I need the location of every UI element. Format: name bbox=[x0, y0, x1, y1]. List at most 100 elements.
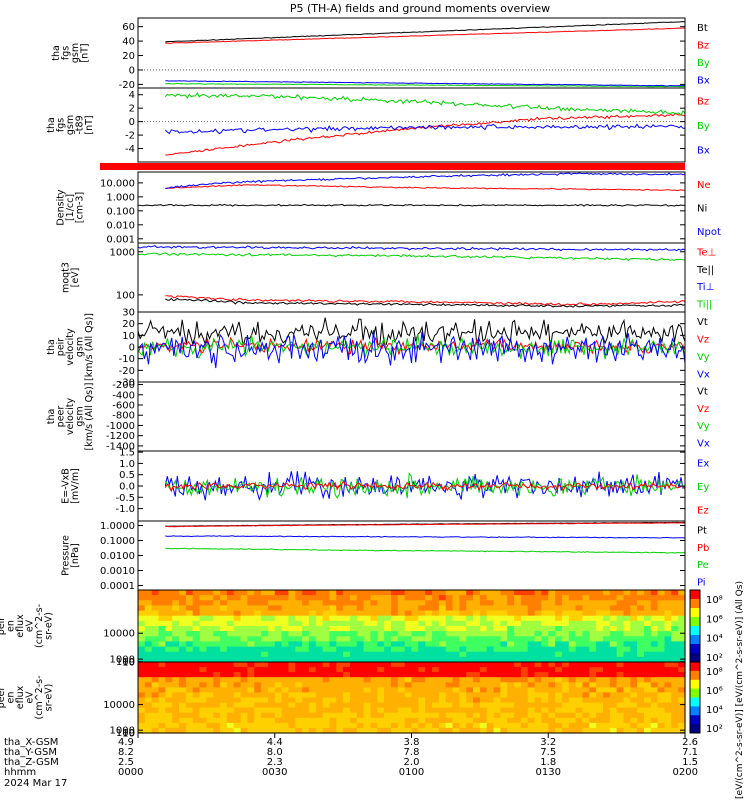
spectrogram-cell bbox=[288, 610, 296, 617]
spectrogram-cell bbox=[370, 590, 378, 596]
spectrogram-cell bbox=[432, 636, 440, 642]
spectrogram-cell bbox=[425, 687, 433, 694]
spectrogram-cell bbox=[473, 646, 481, 653]
spectrogram-cell bbox=[650, 672, 659, 678]
spectrogram-cell bbox=[630, 641, 638, 648]
spectrogram-cell bbox=[561, 590, 570, 596]
spectrogram-cell bbox=[473, 605, 481, 612]
spectrogram-cell bbox=[254, 687, 262, 694]
spectrogram-cell bbox=[151, 610, 160, 617]
y-axis-label-line: fgs bbox=[56, 118, 67, 132]
spectrogram-cell bbox=[623, 717, 631, 724]
spectrogram-cell bbox=[206, 712, 214, 719]
spectrogram-cell bbox=[138, 656, 146, 663]
y-axis-label-line: Density bbox=[56, 189, 67, 225]
spectrogram-cell bbox=[432, 595, 440, 601]
spectrogram-cell bbox=[322, 646, 330, 653]
spectrogram-cell bbox=[438, 707, 447, 714]
spectrogram-cell bbox=[452, 707, 460, 714]
spectrogram-cell bbox=[261, 662, 269, 668]
spectrogram-cell bbox=[288, 707, 296, 714]
y-tick-label: 2 bbox=[129, 104, 135, 115]
spectrogram-cell bbox=[678, 631, 686, 637]
spectrogram-cell bbox=[479, 707, 488, 714]
spectrogram-cell bbox=[302, 651, 310, 658]
spectrogram-cell bbox=[473, 722, 481, 729]
spectrogram-cell bbox=[247, 677, 255, 683]
spectrogram-cell bbox=[657, 626, 665, 632]
spectrogram-cell bbox=[384, 667, 392, 673]
spectrogram-cell bbox=[329, 677, 337, 683]
spectrogram-cell bbox=[240, 590, 248, 596]
spectrogram-cell bbox=[247, 651, 255, 658]
spectrogram-cell bbox=[541, 717, 549, 724]
spectrogram-cell bbox=[397, 605, 406, 612]
y-tick-label: 0 bbox=[129, 343, 135, 354]
spectrogram-cell bbox=[650, 682, 659, 688]
spectrogram-cell bbox=[623, 600, 631, 606]
spectrogram-cell bbox=[267, 697, 276, 704]
spectrogram-cell bbox=[486, 707, 495, 714]
y-axis-label-line: peer bbox=[0, 687, 7, 709]
spectrogram-cell bbox=[370, 687, 378, 694]
spectrogram-cell bbox=[596, 595, 604, 601]
spectrogram-cell bbox=[548, 722, 556, 729]
spectrogram-cell bbox=[240, 656, 248, 663]
spectrogram-cell bbox=[254, 662, 262, 668]
spectrogram-cell bbox=[650, 615, 659, 622]
spectrogram-cell bbox=[561, 636, 570, 642]
spectrogram-cell bbox=[466, 610, 474, 617]
spectrogram-cell bbox=[541, 631, 549, 637]
spectrogram-cell bbox=[534, 631, 542, 637]
spectrogram-cell bbox=[459, 682, 467, 688]
spectrogram-cell bbox=[411, 590, 419, 596]
spectrogram-cell bbox=[425, 717, 433, 724]
spectrogram-cell bbox=[534, 600, 542, 606]
spectrogram-cell bbox=[432, 687, 440, 694]
spectrogram-cell bbox=[199, 626, 207, 632]
spectrogram-cell bbox=[438, 697, 447, 704]
spectrogram-cell bbox=[438, 590, 447, 596]
spectrogram-cell bbox=[226, 677, 235, 683]
spectrogram-cell bbox=[432, 672, 440, 678]
spectrogram-cell bbox=[657, 692, 665, 699]
spectrogram-cell bbox=[411, 626, 419, 632]
spectrogram-cell bbox=[138, 626, 146, 632]
spectrogram-cell bbox=[589, 610, 597, 617]
spectrogram-cell bbox=[185, 595, 194, 601]
spectrogram-cell bbox=[452, 662, 460, 668]
x-row-value: 7.8 bbox=[404, 747, 420, 758]
spectrogram-cell bbox=[459, 636, 467, 642]
spectrogram-cell bbox=[261, 682, 269, 688]
spectrogram-cell bbox=[254, 692, 262, 699]
spectrogram-cell bbox=[664, 707, 672, 714]
spectrogram-cell bbox=[370, 646, 378, 653]
spectrogram-cell bbox=[445, 717, 454, 724]
spectrogram-cell bbox=[240, 712, 248, 719]
spectrogram-cell bbox=[254, 631, 262, 637]
x-row-value: 3.2 bbox=[540, 737, 556, 748]
spectrogram-cell bbox=[650, 697, 659, 704]
spectrogram-cell bbox=[206, 615, 214, 622]
spectrogram-cell bbox=[603, 662, 611, 668]
spectrogram-cell bbox=[165, 626, 173, 632]
series-line-pressure-blue bbox=[165, 535, 686, 539]
spectrogram-cell bbox=[247, 692, 255, 699]
spectrogram-cell bbox=[657, 722, 665, 729]
spectrogram-cell bbox=[452, 605, 460, 612]
y-tick-label: 0.100 bbox=[106, 206, 135, 217]
spectrogram-cell bbox=[261, 646, 269, 653]
spectrogram-cell bbox=[281, 667, 289, 673]
spectrogram-cell bbox=[295, 646, 303, 653]
spectrogram-cell bbox=[657, 631, 665, 637]
legend-peir_velocity-red: Vz bbox=[697, 334, 709, 345]
spectrogram-cell bbox=[240, 682, 248, 688]
spectrogram-cell bbox=[438, 712, 447, 719]
spectrogram-cell bbox=[473, 712, 481, 719]
spectrogram-cell bbox=[541, 651, 549, 658]
spectrogram-cell bbox=[493, 615, 501, 622]
y-axis-label-line: moqt3 bbox=[60, 262, 71, 293]
spectrogram-cell bbox=[281, 677, 289, 683]
legend-pressure-black: Pt bbox=[697, 526, 707, 537]
spectrogram-cell bbox=[438, 687, 447, 694]
